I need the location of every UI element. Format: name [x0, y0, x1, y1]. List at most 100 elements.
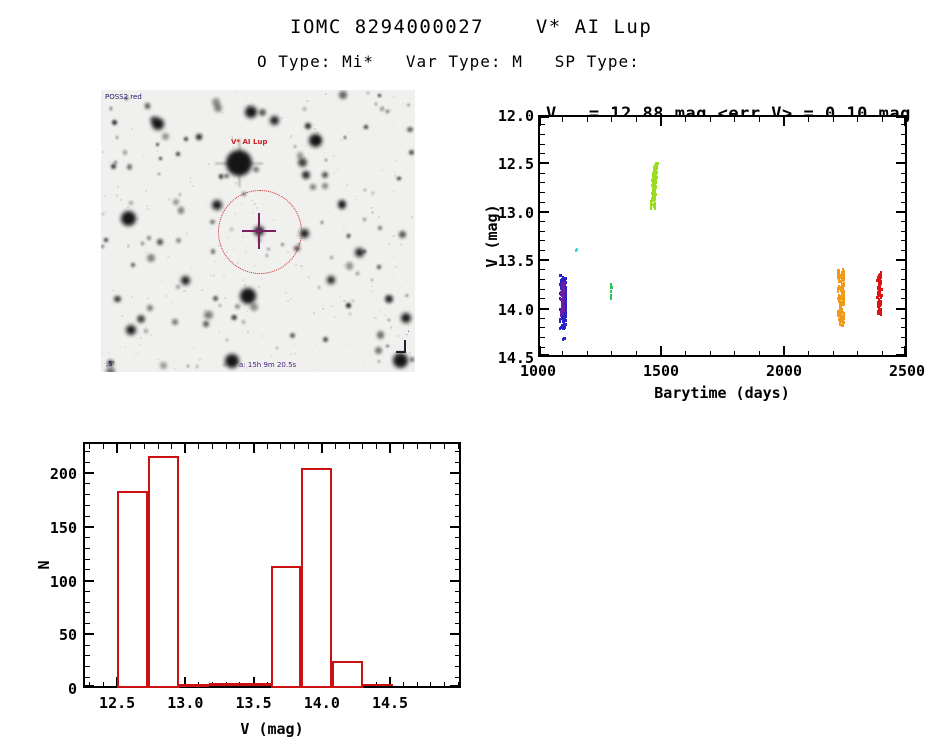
- axis-line: [83, 442, 461, 444]
- data-point: [562, 288, 565, 292]
- x-tick: [758, 350, 760, 355]
- x-tick-label: 14.5: [371, 694, 409, 712]
- data-point: [652, 183, 655, 187]
- x-tick: [857, 350, 859, 355]
- noise-speck: [144, 190, 147, 193]
- bright-star: [225, 354, 239, 368]
- noise-speck: [146, 208, 149, 210]
- x-tick: [586, 117, 588, 122]
- x-tick: [562, 117, 564, 122]
- lightcurve-plot: [538, 115, 907, 357]
- noise-speck: [329, 210, 331, 213]
- field-star: [346, 303, 351, 308]
- x-tick: [116, 444, 119, 453]
- y-tick: [540, 259, 549, 262]
- field-star: [176, 152, 181, 157]
- y-tick: [454, 537, 459, 539]
- data-point: [654, 164, 657, 168]
- data-point: [841, 315, 844, 319]
- field-star: [125, 96, 129, 100]
- field-star: [302, 107, 307, 111]
- y-tick: [85, 525, 94, 528]
- field-star: [241, 319, 246, 324]
- y-tick: [900, 279, 905, 281]
- y-tick: [540, 143, 545, 145]
- noise-speck: [370, 291, 372, 293]
- field-star: [147, 235, 152, 240]
- data-point: [562, 293, 565, 297]
- noise-speck: [388, 242, 391, 246]
- data-point: [653, 204, 656, 208]
- noise-speck: [303, 156, 305, 158]
- data-point: [837, 275, 840, 279]
- data-point: [878, 274, 881, 278]
- noise-speck: [179, 230, 181, 232]
- x-tick: [266, 444, 268, 449]
- noise-speck: [380, 169, 383, 172]
- field-star: [213, 296, 219, 302]
- noise-speck: [213, 366, 215, 368]
- data-point: [836, 290, 839, 294]
- x-tick: [611, 117, 613, 122]
- data-point: [839, 306, 842, 310]
- noise-speck: [140, 159, 143, 162]
- field-star: [364, 188, 367, 191]
- data-point: [563, 320, 566, 324]
- data-point: [836, 313, 839, 317]
- x-tick: [184, 444, 187, 453]
- x-tick: [252, 444, 255, 453]
- noise-speck: [314, 127, 317, 131]
- noise-speck: [343, 264, 346, 267]
- data-point: [575, 248, 578, 252]
- noise-speck: [114, 322, 116, 324]
- noise-speck: [136, 131, 138, 133]
- noise-speck: [362, 365, 365, 367]
- noise-speck: [137, 218, 140, 221]
- noise-speck: [381, 204, 384, 206]
- histogram-bar: [117, 491, 148, 688]
- data-point: [841, 307, 844, 311]
- noise-speck: [313, 124, 316, 126]
- data-point: [564, 323, 567, 327]
- data-point: [842, 273, 845, 277]
- noise-speck: [249, 336, 252, 338]
- x-tick: [102, 681, 104, 686]
- noise-speck: [200, 357, 203, 360]
- x-tick-label: 13.5: [235, 694, 272, 712]
- noise-speck: [388, 267, 390, 269]
- noise-speck: [263, 344, 265, 347]
- data-point: [877, 312, 880, 316]
- field-star: [140, 241, 145, 246]
- y-tick: [900, 124, 905, 126]
- data-point: [562, 306, 565, 310]
- y-tick: [454, 547, 459, 549]
- data-point: [560, 292, 563, 296]
- noise-speck: [116, 354, 119, 356]
- data-point: [562, 290, 565, 294]
- lightcurve-xlabel: Barytime (days): [654, 384, 790, 402]
- y-tick: [85, 666, 90, 667]
- noise-speck: [161, 280, 163, 283]
- data-point: [610, 286, 613, 290]
- y-tick: [85, 685, 94, 687]
- y-tick: [900, 346, 905, 348]
- field-star: [322, 337, 328, 342]
- noise-speck: [333, 316, 337, 319]
- noise-speck: [258, 286, 261, 289]
- histogram-bar: [147, 455, 179, 688]
- noise-speck: [392, 189, 395, 193]
- field-star: [146, 254, 155, 262]
- noise-speck: [189, 299, 192, 301]
- y-tick: [540, 172, 545, 174]
- field-star: [409, 356, 415, 362]
- data-point: [841, 271, 844, 275]
- noise-speck: [223, 340, 226, 343]
- noise-speck: [379, 309, 382, 312]
- field-star: [210, 249, 215, 254]
- noise-speck: [145, 325, 148, 328]
- data-point: [880, 282, 883, 286]
- data-point: [837, 318, 840, 322]
- noise-speck: [307, 276, 310, 279]
- x-tick-label: 2000: [765, 362, 803, 380]
- data-point: [877, 298, 880, 302]
